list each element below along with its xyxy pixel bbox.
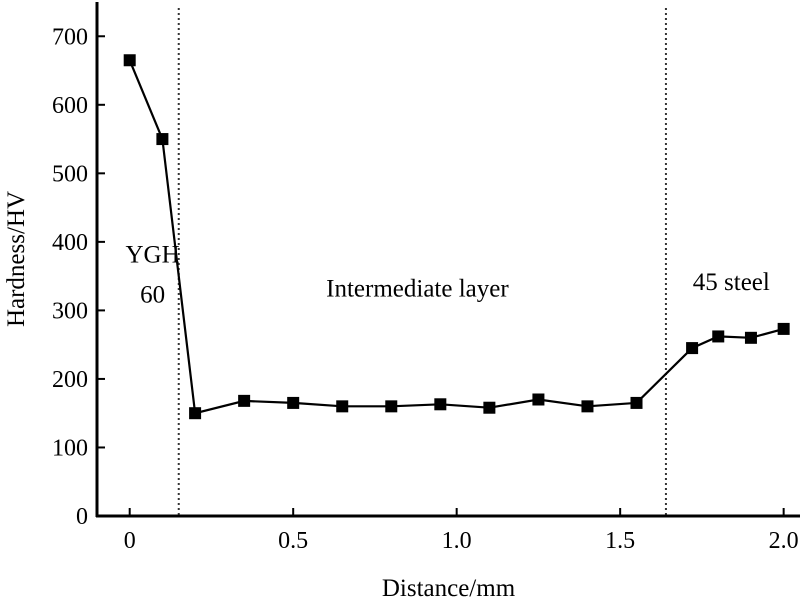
x-tick-label: 1.5	[605, 528, 635, 554]
data-point	[483, 401, 496, 414]
x-tick-label: 0	[124, 528, 136, 554]
tick-group: 0 0.5 1.0 1.5 2.0 0 100 200 300 400 500 600 700	[52, 24, 799, 554]
y-tick-label: 100	[52, 435, 88, 461]
data-point	[532, 393, 545, 406]
data-point	[123, 54, 136, 67]
y-tick-label: 300	[52, 298, 88, 324]
data-point	[189, 407, 202, 420]
data-point	[336, 400, 349, 413]
data-point	[686, 342, 699, 355]
series-group	[123, 54, 790, 420]
annotation-label: YGH 60	[126, 241, 180, 308]
annotation-label: Intermediate layer	[326, 276, 509, 303]
data-point	[238, 394, 251, 407]
annotation-line: YGH	[126, 241, 180, 268]
y-tick-label: 600	[52, 93, 88, 119]
annotation-line: 60	[140, 281, 165, 308]
x-tick-label: 0.5	[278, 528, 308, 554]
annotation-line: 45 steel	[693, 269, 770, 296]
y-tick-label: 700	[52, 24, 88, 50]
data-point	[744, 331, 757, 344]
series-line	[128, 59, 784, 415]
y-tick-label: 400	[52, 230, 88, 256]
data-point	[712, 330, 725, 343]
annotation-group: YGH 60 Intermediate layer 45 steel	[126, 241, 770, 308]
y-axis-title: Hardness/HV	[3, 191, 30, 327]
data-point	[156, 133, 169, 146]
y-tick-label: 0	[76, 504, 88, 530]
x-axis-title: Distance/mm	[382, 575, 516, 601]
data-point	[581, 400, 594, 413]
data-point	[287, 396, 300, 409]
x-tick-label: 2.0	[769, 528, 799, 554]
annotation-label: 45 steel	[693, 269, 770, 296]
axes	[95, 2, 800, 518]
y-tick-label: 200	[52, 367, 88, 393]
data-point	[434, 398, 447, 411]
data-point	[385, 400, 398, 413]
y-tick-label: 500	[52, 161, 88, 187]
data-point	[777, 322, 790, 335]
annotation-line: Intermediate layer	[326, 276, 509, 303]
boundary-lines	[177, 8, 667, 516]
data-point	[630, 396, 643, 409]
x-tick-label: 1.0	[442, 528, 472, 554]
